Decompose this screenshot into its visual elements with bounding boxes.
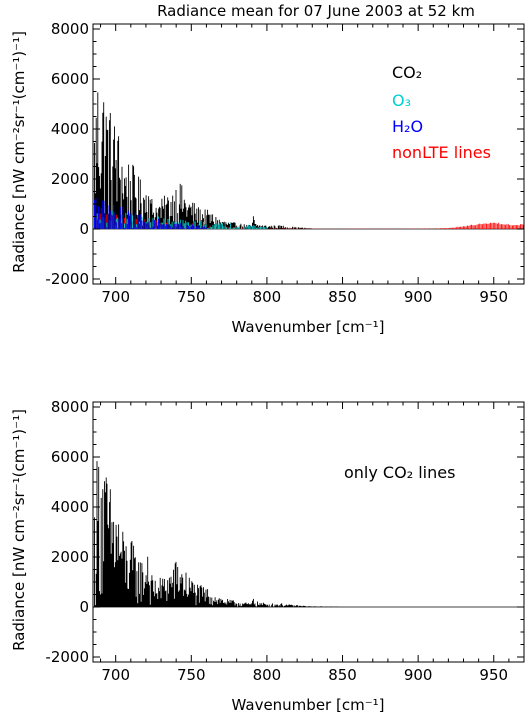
y-axis-label: Radiance [nW cm⁻²sr⁻¹(cm⁻¹)⁻¹] [10,409,28,651]
x-tick-label: 850 [328,666,357,684]
y-tick-label: 4000 [51,498,89,516]
x-tick-label: 800 [253,666,282,684]
series-H₂O-lines [94,198,207,229]
x-tick-label: 900 [404,666,433,684]
y-tick-label: 2000 [51,170,89,188]
x-tick-label: 900 [404,288,433,306]
axis-ticks: 700 750 800 850 900 950 -2000 0 2000 4000 6000 8000 [45,20,525,306]
y-tick-label: 8000 [51,20,89,38]
y-tick-label: 0 [79,220,89,238]
legend-item-h2o: H₂O [392,117,423,136]
y-tick-label: -2000 [45,270,89,288]
legend: CO₂ O₃ H₂O nonLTE lines [392,63,491,162]
x-tick-label: 850 [328,288,357,306]
plot-marks [93,92,524,230]
y-tick-label: 2000 [51,548,89,566]
chart-top: Radiance mean for 07 June 2003 at 52 km … [10,2,525,336]
x-tick-label: 750 [177,666,206,684]
plot-marks [93,461,524,608]
y-tick-label: 6000 [51,70,89,88]
chart-title: Radiance mean for 07 June 2003 at 52 km [157,2,475,20]
series-CO₂-lines [94,461,343,607]
y-tick-label: 4000 [51,120,89,138]
y-tick-label: 6000 [51,448,89,466]
x-tick-label: 750 [177,288,206,306]
x-tick-label: 950 [479,288,508,306]
legend-item-nonlte: nonLTE lines [392,143,491,162]
y-tick-label: 8000 [51,398,89,416]
axis-ticks: 700 750 800 850 900 950 -2000 0 2000 4000 6000 8000 [45,398,525,684]
x-axis-label: Wavenumber [cm⁻¹] [232,696,385,714]
x-tick-label: 950 [479,666,508,684]
y-tick-label: 0 [79,598,89,616]
y-tick-label: -2000 [45,648,89,666]
x-axis-label: Wavenumber [cm⁻¹] [232,318,385,336]
legend-item-co2: CO₂ [392,63,422,82]
x-tick-label: 700 [101,288,130,306]
chart-bottom: 700 750 800 850 900 950 -2000 0 2000 4000 6000 8000… [10,398,525,714]
chart-annotation: only CO₂ lines [344,463,455,482]
x-tick-label: 700 [101,666,130,684]
legend-item-o3: O₃ [392,91,411,110]
y-axis-label: Radiance [nW cm⁻²sr⁻¹(cm⁻¹)⁻¹] [10,31,28,273]
x-tick-label: 800 [253,288,282,306]
